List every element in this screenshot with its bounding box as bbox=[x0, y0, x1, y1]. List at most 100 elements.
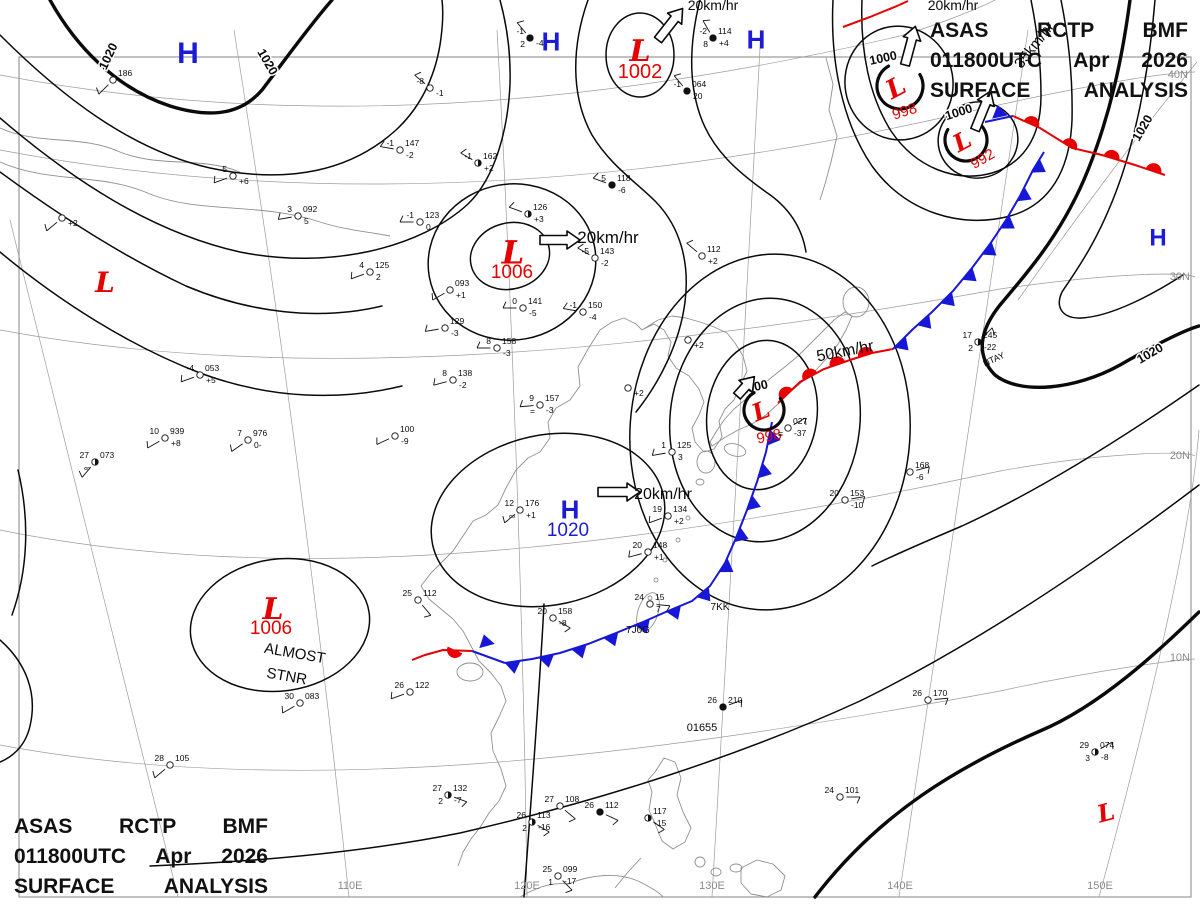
low-symbol: L bbox=[94, 266, 115, 299]
station-plot: 29 074 -8 3 bbox=[1080, 740, 1115, 763]
isobar bbox=[0, 171, 383, 315]
station-value: 112 bbox=[605, 800, 619, 810]
station-value: 157 bbox=[545, 393, 559, 403]
station-value: 099 bbox=[563, 864, 577, 874]
warm-front bbox=[777, 346, 894, 404]
island-coastline bbox=[695, 478, 705, 486]
cold-front-triangle bbox=[940, 292, 955, 307]
station-value: 8 bbox=[703, 39, 708, 49]
station-plot: -1 150 -4 bbox=[562, 300, 602, 322]
station-value: 20 bbox=[633, 540, 643, 550]
station-value: -9 bbox=[401, 436, 409, 446]
station-value: 129 bbox=[450, 316, 464, 326]
station-value: 27 bbox=[545, 794, 555, 804]
island-coastline bbox=[723, 443, 747, 457]
cold-front-triangle bbox=[696, 586, 711, 602]
isobar bbox=[427, 183, 597, 341]
station-value: 10 bbox=[150, 426, 160, 436]
station-plot: 26 112 bbox=[585, 800, 619, 826]
island-coastline bbox=[710, 867, 722, 877]
warm-front-semicircle bbox=[829, 356, 846, 367]
station-value: 25 bbox=[403, 588, 413, 598]
station-value: 3 bbox=[678, 452, 683, 462]
station-plot: 25 112 bbox=[403, 588, 437, 618]
station-value: 26 bbox=[395, 680, 405, 690]
movement-arrow bbox=[539, 230, 581, 250]
isobar bbox=[844, 25, 954, 141]
station-plot: 20 153 -10 bbox=[830, 488, 866, 510]
station-value: 105 bbox=[175, 753, 189, 763]
station-plot: 100-9 bbox=[376, 424, 414, 446]
island-coastline bbox=[696, 450, 716, 474]
station-value: -2 bbox=[459, 380, 467, 390]
station-value: +1 bbox=[654, 552, 664, 562]
cold-front-triangle bbox=[992, 105, 1008, 119]
station-value: 141 bbox=[528, 296, 542, 306]
cold-front-triangle bbox=[962, 267, 977, 282]
island-coastline bbox=[675, 537, 681, 543]
station-value: 125 bbox=[677, 440, 691, 450]
station-value: 29 bbox=[1080, 740, 1090, 750]
station-value: 053 bbox=[205, 363, 219, 373]
station-plot: +2 bbox=[684, 336, 704, 350]
station-plot: -8 -1 bbox=[414, 71, 444, 98]
station-value: 7 bbox=[656, 604, 661, 614]
station-value: 2 bbox=[438, 796, 443, 806]
coastline bbox=[0, 127, 241, 173]
station-value: 19 bbox=[653, 504, 663, 514]
station-plot: 186 bbox=[96, 68, 132, 95]
station-plot: 26 210 bbox=[708, 695, 742, 711]
station-plot: 027 -37 ≡ bbox=[778, 416, 807, 439]
movement-arrow bbox=[970, 90, 996, 133]
station-value: 143 bbox=[600, 246, 614, 256]
station-value: 5 bbox=[222, 164, 227, 174]
station-value: 1 bbox=[661, 440, 666, 450]
station-value: 125 bbox=[375, 260, 389, 270]
station-value: -10 bbox=[851, 500, 864, 510]
station-value: -4 bbox=[589, 312, 597, 322]
station-value: 25 bbox=[543, 864, 553, 874]
station-value: 092 bbox=[303, 204, 317, 214]
high-symbol: H bbox=[561, 494, 580, 524]
map-frame bbox=[18, 56, 1192, 898]
station-value: 138 bbox=[458, 368, 472, 378]
movement-speed-label: 20km/hr bbox=[634, 486, 692, 503]
high-symbol: H bbox=[1149, 225, 1166, 252]
station-value: -17 bbox=[564, 876, 577, 886]
station-value: ∞ bbox=[84, 463, 90, 473]
station-value: = bbox=[530, 406, 535, 416]
coastline bbox=[819, 57, 838, 201]
coastline bbox=[519, 874, 664, 898]
low-symbol: L bbox=[880, 71, 911, 107]
latitude-label: 30N bbox=[1170, 271, 1190, 283]
station-value: 210 bbox=[728, 695, 742, 705]
chart-time-line: 011800UTC Apr 2026 bbox=[14, 845, 268, 868]
longitude-label: 140E bbox=[887, 880, 913, 892]
annotation-text: NTAY bbox=[981, 350, 1006, 369]
warm-front bbox=[842, 0, 909, 28]
station-value: -3 bbox=[546, 405, 554, 415]
station-value: 100 bbox=[400, 424, 414, 434]
isobar bbox=[469, 221, 551, 291]
cold-front-triangle bbox=[917, 314, 932, 329]
station-value: +8 bbox=[171, 438, 181, 448]
station-value: +2 bbox=[708, 256, 718, 266]
low-symbol: L bbox=[747, 394, 774, 428]
cold-front-triangle bbox=[894, 336, 909, 351]
station-value: 168 bbox=[915, 460, 929, 470]
station-value: 126 bbox=[533, 202, 547, 212]
station-value: -16 bbox=[538, 822, 551, 832]
station-value: 093 bbox=[455, 278, 469, 288]
station-value: +3 bbox=[534, 214, 544, 224]
longitude-line bbox=[233, 29, 350, 898]
movement-arrow bbox=[899, 25, 922, 67]
station-plot: 7 976 0- bbox=[229, 428, 267, 452]
station-plot: +2 bbox=[44, 214, 78, 232]
station-value: +2 bbox=[634, 388, 644, 398]
longitude-line bbox=[9, 219, 179, 898]
station-value: -6 bbox=[916, 472, 924, 482]
station-value: -1 bbox=[673, 79, 681, 89]
